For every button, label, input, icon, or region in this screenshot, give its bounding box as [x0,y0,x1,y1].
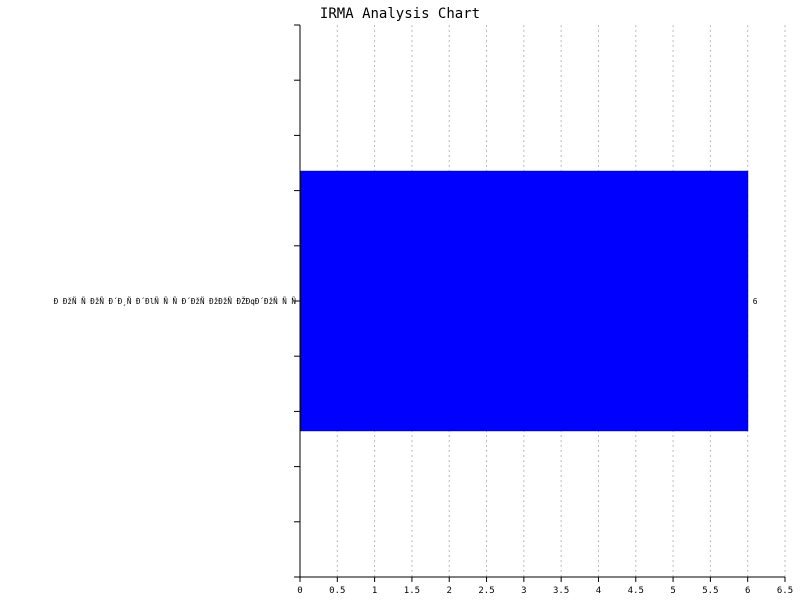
data-labels: 6 [753,297,758,306]
category-labels: Ð ÐžÑ Ñ ÐžÑ Ð´Ð¸Ñ Ð´ÐlÑ Ñ Ñ Ð´ÐžÑ ÐžÐžÑ … [54,297,297,306]
x-tick-label: 1.5 [404,586,420,596]
x-tick-label: 5.5 [702,586,718,596]
x-tick-label: 0.5 [329,586,345,596]
x-tick-label: 2.5 [478,586,494,596]
chart-title: IRMA Analysis Chart [320,6,480,22]
category-label: Ð ÐžÑ Ñ ÐžÑ Ð´Ð¸Ñ Ð´ÐlÑ Ñ Ñ Ð´ÐžÑ ÐžÐžÑ … [54,297,297,306]
x-tick-label: 4.5 [628,586,644,596]
x-tick-label: 3 [521,586,526,596]
x-tick-label: 2 [447,586,452,596]
x-tick-labels: 0 0.5 1 1.5 2 2.5 3 3.5 4 4.5 5 5.5 6 6.5 [297,586,793,596]
axes [294,24,786,582]
bars [300,170,749,432]
x-tick-label: 3.5 [553,586,569,596]
x-tick-label: 4 [596,586,601,596]
x-tick-label: 5 [670,586,675,596]
x-tick-label: 0 [297,586,302,596]
data-label: 6 [753,297,758,306]
x-tick-label: 6 [745,586,750,596]
x-tick-label: 6.5 [777,586,793,596]
bar [300,170,749,432]
x-tick-label: 1 [372,586,377,596]
